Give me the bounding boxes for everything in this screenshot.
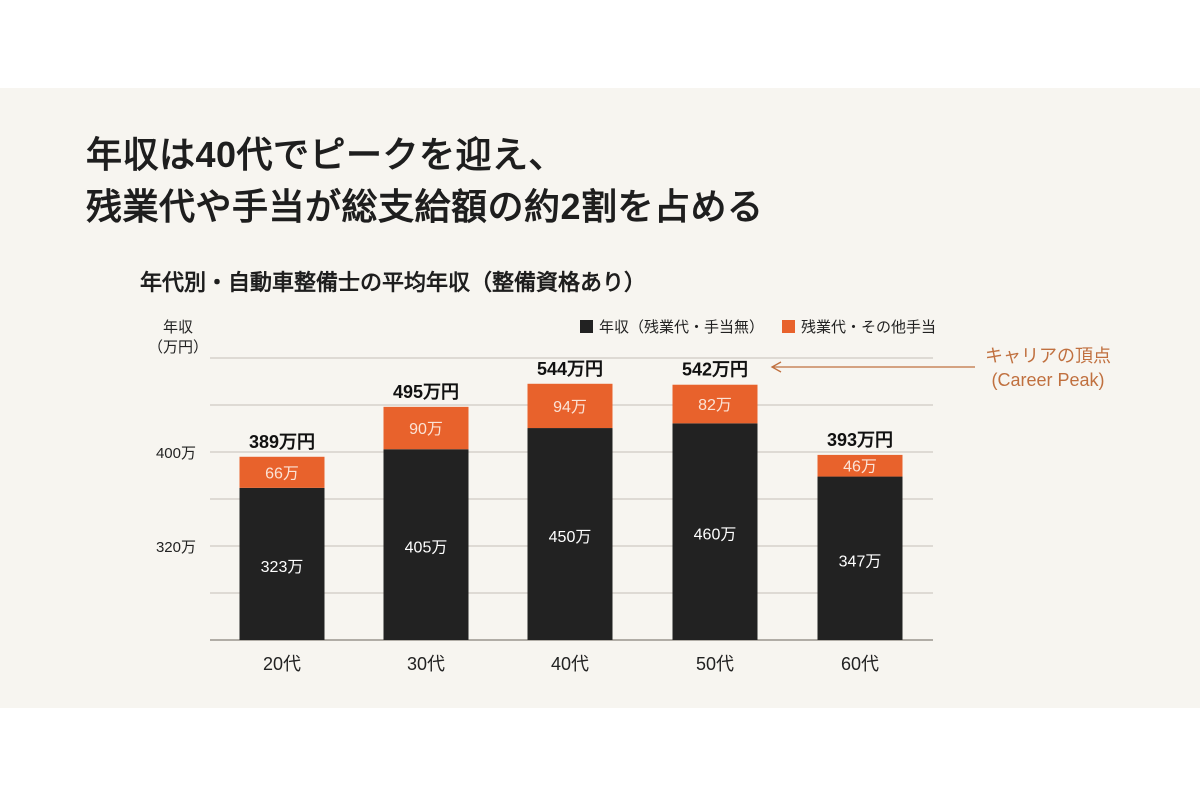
total-label: 542万円 <box>682 360 748 380</box>
bar-base-salary <box>672 423 758 640</box>
bar-allowance <box>383 406 469 450</box>
x-tick-label: 40代 <box>551 654 589 674</box>
y-axis-label: 年収 （万円） <box>148 318 208 358</box>
segment-label-allowance: 94万 <box>553 399 587 416</box>
legend-swatch-base <box>580 320 593 333</box>
segment-label-allowance: 66万 <box>265 465 299 482</box>
y-axis-label-line-2: （万円） <box>148 339 209 356</box>
segment-label-allowance: 90万 <box>409 421 443 438</box>
legend-item-base: 年収（残業代・手当無） <box>580 316 764 337</box>
bar-allowance <box>672 384 758 424</box>
bar-base-salary <box>817 476 903 640</box>
headline-line-1: 年収は40代でピークを迎え、 <box>86 134 566 175</box>
bar-base-salary <box>527 428 613 640</box>
y-tick-label: 400万 <box>156 445 196 462</box>
segment-label-base: 405万 <box>405 540 448 557</box>
bar-allowance <box>817 454 903 477</box>
bars: 323万 66万 389万円 20代 405万 90万 495万円 30代 450万 94万 544… <box>239 359 903 674</box>
bar-base-salary <box>239 487 325 640</box>
segment-label-base: 460万 <box>694 527 737 544</box>
legend: 年収（残業代・手当無） 残業代・その他手当 <box>580 316 936 337</box>
segment-label-allowance: 82万 <box>698 397 732 414</box>
x-tick-label: 50代 <box>696 654 734 674</box>
bar-base-salary <box>383 449 469 640</box>
y-tick-label: 320万 <box>156 539 196 556</box>
headline-line-2: 残業代や手当が総支給額の約2割を占める <box>86 186 764 227</box>
bar-allowance <box>239 456 325 488</box>
annotation-line-1: キャリアの頂点 <box>985 346 1111 366</box>
total-label: 495万円 <box>393 382 459 402</box>
legend-item-allowance: 残業代・その他手当 <box>782 316 936 337</box>
total-label: 389万円 <box>249 432 315 452</box>
segment-label-base: 323万 <box>261 559 304 576</box>
career-peak-annotation: キャリアの頂点 (Career Peak) <box>985 344 1111 392</box>
bar-allowance <box>527 383 613 429</box>
segment-label-base: 347万 <box>839 553 882 570</box>
segment-label-base: 450万 <box>549 529 592 546</box>
total-label: 393万円 <box>827 430 893 450</box>
y-axis-label-line-1: 年収 <box>163 319 194 336</box>
legend-swatch-allowance <box>782 320 796 333</box>
x-tick-label: 30代 <box>407 654 445 674</box>
annotation-arrow <box>770 361 975 373</box>
x-tick-label: 20代 <box>263 654 301 674</box>
legend-label-allowance: 残業代・その他手当 <box>801 319 937 336</box>
segment-label-allowance: 46万 <box>843 459 877 476</box>
total-label: 544万円 <box>537 359 603 379</box>
x-tick-label: 60代 <box>841 654 879 674</box>
legend-label-base: 年収（残業代・手当無） <box>599 319 765 336</box>
chart-title: 年代別・自動車整備士の平均年収（整備資格あり） <box>140 270 647 295</box>
annotation-line-2: (Career Peak) <box>991 370 1105 390</box>
